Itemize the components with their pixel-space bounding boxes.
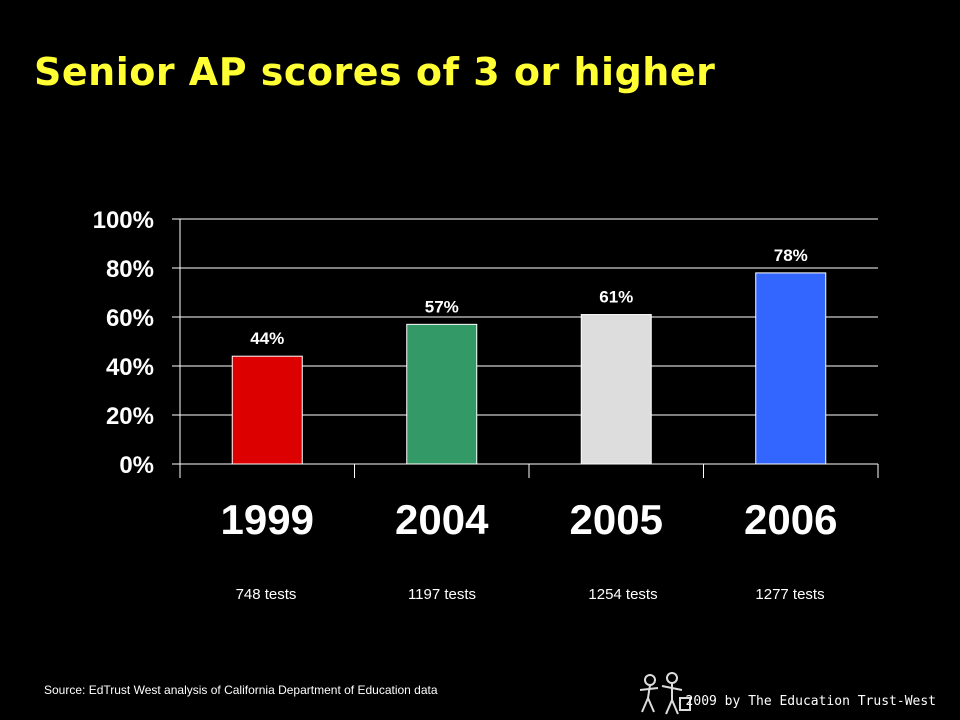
data-label-2006: 78% — [774, 246, 808, 265]
x-tick-label-2005: 2005 — [570, 496, 663, 543]
education-trust-logo-icon — [639, 672, 691, 715]
bar-2006 — [755, 272, 827, 465]
data-label-2005: 61% — [599, 288, 633, 307]
x-tick-label-2006: 2006 — [744, 496, 837, 543]
bar-2004 — [406, 323, 478, 465]
copyright-credit: 2009 by The Education Trust-West — [685, 694, 936, 709]
source-note: Source: EdTrust West analysis of Califor… — [44, 683, 438, 697]
test-count-2005: 1254 tests — [588, 586, 658, 603]
data-label-2004: 57% — [425, 297, 459, 316]
bar-chart: 0% 20% 40% 60% 80% 100% 44% 1999 57% 2004 61% 2005 7… — [93, 207, 879, 543]
y-tick-label: 100% — [93, 207, 154, 234]
test-count-1999: 748 tests — [235, 586, 297, 603]
data-label-1999: 44% — [250, 329, 284, 348]
x-tick-label-1999: 1999 — [221, 496, 314, 543]
y-tick-label: 60% — [106, 305, 154, 332]
test-count-2004: 1197 tests — [407, 586, 477, 603]
test-count-2006: 1277 tests — [755, 586, 825, 603]
bar-2005 — [580, 314, 652, 465]
y-tick-label: 0% — [119, 452, 154, 479]
y-tick-label: 80% — [106, 256, 154, 283]
page-title: Senior AP scores of 3 or higher — [34, 50, 716, 94]
x-tick-label-2004: 2004 — [395, 496, 489, 543]
bar-1999 — [231, 355, 303, 465]
y-tick-label: 40% — [106, 354, 154, 381]
y-tick-label: 20% — [106, 403, 154, 430]
